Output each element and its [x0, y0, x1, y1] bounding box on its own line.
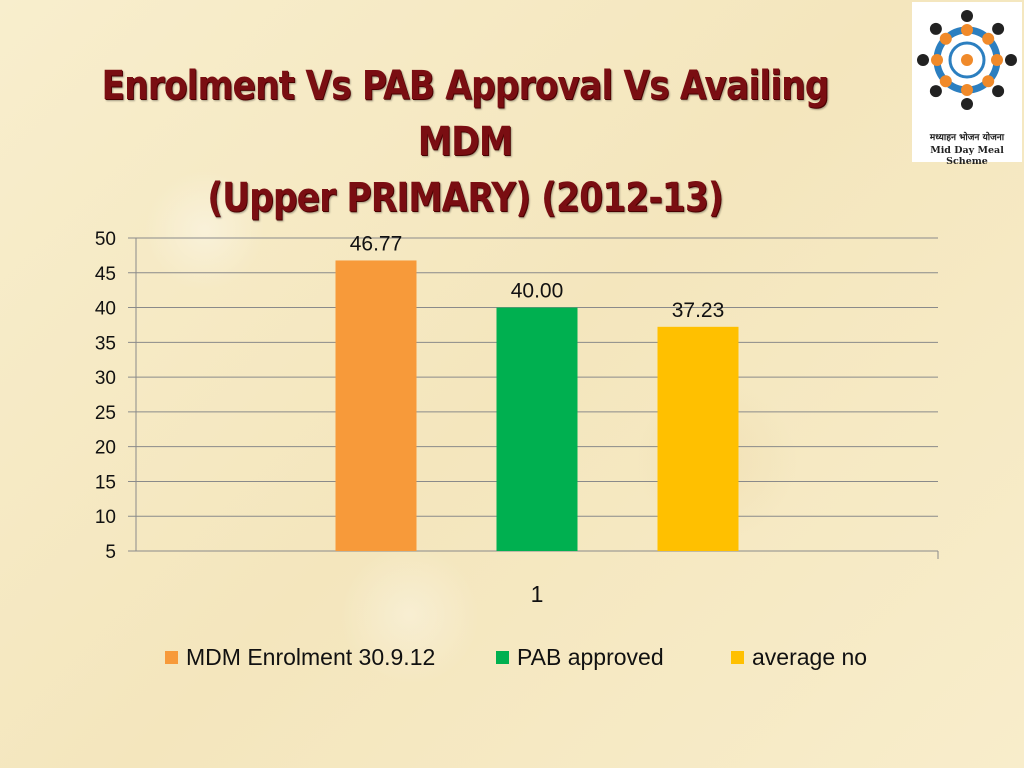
legend-label: PAB approved [517, 643, 664, 670]
mid-day-meal-logo: मध्याहन भोजन योजना Mid Day Meal Scheme [912, 2, 1022, 167]
bar-2 [496, 307, 578, 551]
people-circle-icon [917, 10, 1017, 110]
y-tick-label: 20 [95, 438, 116, 459]
data-label: 37.23 [672, 299, 725, 322]
legend-item: MDM Enrolment 30.9.12 [165, 640, 435, 674]
legend-swatch [731, 650, 744, 664]
data-label: 40.00 [511, 280, 564, 303]
y-tick-label: 35 [95, 333, 116, 354]
x-category-label: 1 [531, 581, 544, 607]
bar-3 [657, 326, 739, 551]
logo-text-english: Mid Day Meal Scheme [930, 145, 1004, 167]
y-tick-label: 15 [95, 472, 116, 493]
legend-swatch [165, 650, 178, 664]
y-tick-label: 30 [95, 368, 116, 389]
slide-title: Enrolment Vs PAB Approval Vs Availing MD… [65, 58, 865, 226]
legend-swatch [496, 650, 509, 664]
data-label: 46.77 [350, 232, 403, 255]
y-tick-label: 10 [95, 507, 116, 528]
title-line-1: Enrolment Vs PAB Approval Vs Availing MD… [101, 63, 829, 165]
y-tick-label: 50 [95, 229, 116, 250]
y-tick-label: 25 [95, 403, 116, 424]
bar-chart: 5 10 15 20 25 30 35 40 45 50 46.77 40.00 37.23 1 [95, 229, 939, 607]
legend-label: MDM Enrolment 30.9.12 [186, 643, 436, 670]
logo-text-hindi: मध्याहन भोजन योजना [929, 133, 1005, 143]
chart-legend: MDM Enrolment 30.9.12 PAB approved average… [0, 640, 1024, 674]
y-tick-label: 5 [105, 542, 116, 563]
title-line-2: (Upper PRIMARY) (2012-13) [207, 175, 723, 221]
bar-1 [335, 260, 417, 551]
legend-item: PAB approved [496, 640, 664, 674]
legend-item: average no [731, 640, 867, 674]
legend-label: average no [752, 643, 868, 670]
y-tick-label: 40 [95, 299, 116, 320]
y-tick-label: 45 [95, 264, 116, 285]
